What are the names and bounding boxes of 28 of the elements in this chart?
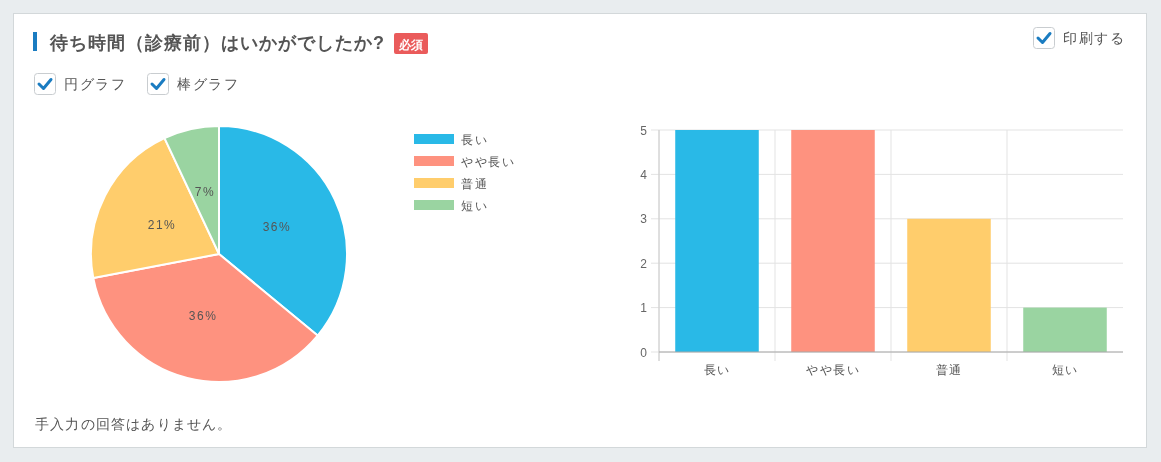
text: 棒グラフ xyxy=(177,76,239,92)
text: 印刷する xyxy=(1063,30,1125,46)
data-label: 36% xyxy=(262,219,292,234)
bar xyxy=(675,130,759,352)
x-tick-label: 長い xyxy=(703,363,731,377)
text: 手入力の回答はありません。 xyxy=(35,416,233,432)
y-tick-label: 1 xyxy=(640,301,648,316)
text: 必須 xyxy=(398,38,423,52)
chart-title: 待ち時間（診療前）はいかがでしたか? xyxy=(49,33,385,53)
x-tick-label: やや長い xyxy=(806,363,860,377)
data-label: 36% xyxy=(188,308,218,323)
y-tick-label: 0 xyxy=(640,345,648,360)
x-tick-label: 短い xyxy=(1051,363,1079,377)
data-label: 7% xyxy=(194,184,216,199)
y-tick-label: 3 xyxy=(640,212,648,227)
bar xyxy=(791,130,875,352)
y-tick-label: 5 xyxy=(640,123,648,138)
bar xyxy=(1023,307,1107,352)
legend-label: やや長い xyxy=(461,155,515,169)
legend-label: 長い xyxy=(461,133,488,147)
text: 円グラフ xyxy=(64,76,126,92)
y-tick-label: 4 xyxy=(640,167,648,182)
data-label: 21% xyxy=(147,217,177,232)
legend-label: 普通 xyxy=(461,177,488,191)
y-tick-label: 2 xyxy=(640,256,648,271)
x-tick-label: 普通 xyxy=(935,363,963,377)
legend-label: 短い xyxy=(461,199,488,213)
bar xyxy=(907,218,991,352)
